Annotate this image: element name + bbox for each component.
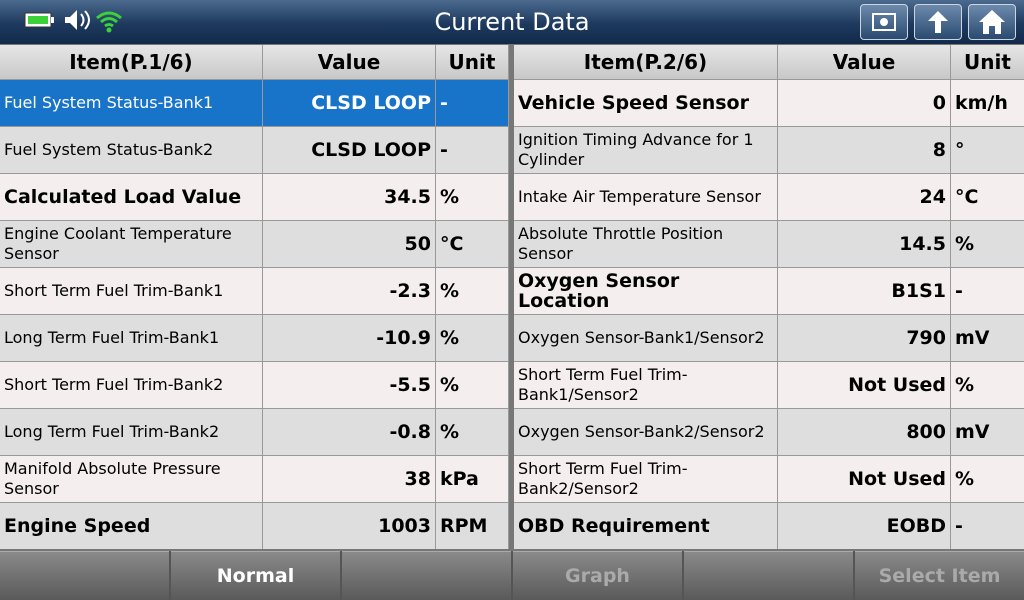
back-button[interactable] xyxy=(914,4,962,40)
value-cell[interactable]: 34.5 xyxy=(263,174,435,220)
unit-cell[interactable]: % xyxy=(436,268,508,314)
value-cell[interactable]: 800 xyxy=(778,409,950,455)
unit-cell[interactable]: ° xyxy=(951,127,1024,173)
column-header: Unit xyxy=(951,45,1024,79)
unit-cell[interactable]: % xyxy=(436,362,508,408)
value-cell[interactable]: 8 xyxy=(778,127,950,173)
item-cell[interactable]: Fuel System Status-Bank1 xyxy=(0,80,262,126)
value-cell[interactable]: 24 xyxy=(778,174,950,220)
item-cell[interactable]: Engine Coolant Temperature Sensor xyxy=(0,221,262,267)
item-cell[interactable]: Intake Air Temperature Sensor xyxy=(514,174,777,220)
wifi-dot xyxy=(106,27,112,33)
item-cell[interactable]: Oxygen Sensor Location xyxy=(514,268,777,314)
data-table: Item(P.1/6) Value Unit Fuel System Status-B… xyxy=(0,45,509,549)
column-header: Value xyxy=(778,45,950,79)
item-cell[interactable]: Long Term Fuel Trim-Bank2 xyxy=(0,409,262,455)
footer-button[interactable]: Select Item xyxy=(855,551,1024,600)
item-cell[interactable]: Long Term Fuel Trim-Bank1 xyxy=(0,315,262,361)
unit-cell[interactable]: % xyxy=(436,315,508,361)
footer-bar: Normal Graph Select Item xyxy=(0,551,1024,600)
value-cell[interactable]: 0 xyxy=(778,80,950,126)
value-cell[interactable]: CLSD LOOP xyxy=(263,127,435,173)
unit-cell[interactable]: % xyxy=(951,221,1024,267)
icon xyxy=(872,13,896,31)
item-cell[interactable]: Fuel System Status-Bank2 xyxy=(0,127,262,173)
speaker-waves xyxy=(80,10,90,30)
unit-cell[interactable]: % xyxy=(951,362,1024,408)
value-cell[interactable]: B1S1 xyxy=(778,268,950,314)
icon xyxy=(979,10,1005,34)
footer-button[interactable] xyxy=(684,551,853,600)
item-cell[interactable]: OBD Requirement xyxy=(514,503,777,549)
battery-level xyxy=(28,16,48,24)
unit-cell[interactable]: % xyxy=(436,174,508,220)
unit-cell[interactable]: RPM xyxy=(436,503,508,549)
item-cell[interactable]: Calculated Load Value xyxy=(0,174,262,220)
item-cell[interactable]: Ignition Timing Advance for 1 Cylinder xyxy=(514,127,777,173)
status-icons xyxy=(24,10,122,33)
unit-cell[interactable]: °C xyxy=(436,221,508,267)
wifi xyxy=(96,11,122,28)
unit-cell[interactable]: % xyxy=(951,456,1024,502)
value-cell[interactable]: CLSD LOOP xyxy=(263,80,435,126)
data-table: Item(P.2/6) Value Unit Vehicle Speed Sensor… xyxy=(514,45,1024,549)
value-cell[interactable]: 50 xyxy=(263,221,435,267)
value-cell[interactable]: 38 xyxy=(263,456,435,502)
unit-cell[interactable]: °C xyxy=(951,174,1024,220)
value-cell[interactable]: -0.8 xyxy=(263,409,435,455)
item-cell[interactable]: Short Term Fuel Trim-Bank2 xyxy=(0,362,262,408)
value-cell[interactable]: 14.5 xyxy=(778,221,950,267)
value-cell[interactable]: -10.9 xyxy=(263,315,435,361)
footer-button[interactable]: Graph xyxy=(513,551,682,600)
unit-cell[interactable]: mV xyxy=(951,315,1024,361)
title: Current Data xyxy=(434,8,590,36)
item-cell[interactable]: Short Term Fuel Trim-Bank1/Sensor2 xyxy=(514,362,777,408)
item-cell[interactable]: Absolute Throttle Position Sensor xyxy=(514,221,777,267)
footer-button[interactable] xyxy=(0,551,169,600)
value-cell[interactable]: -5.5 xyxy=(263,362,435,408)
item-cell[interactable]: Oxygen Sensor-Bank1/Sensor2 xyxy=(514,315,777,361)
unit-cell[interactable]: kPa xyxy=(436,456,508,502)
unit-cell[interactable]: - xyxy=(436,80,508,126)
column-header: Item(P.1/6) xyxy=(0,45,262,79)
unit-cell[interactable]: - xyxy=(951,268,1024,314)
home-button[interactable] xyxy=(968,4,1016,40)
unit-cell[interactable]: - xyxy=(951,503,1024,549)
speaker xyxy=(65,10,77,30)
value-cell[interactable]: -2.3 xyxy=(263,268,435,314)
column-header: Value xyxy=(263,45,435,79)
icon xyxy=(928,11,948,33)
value-cell[interactable]: EOBD xyxy=(778,503,950,549)
footer-button[interactable]: Normal xyxy=(171,551,340,600)
item-cell[interactable]: Manifold Absolute Pressure Sensor xyxy=(0,456,262,502)
screenshot-button[interactable] xyxy=(860,4,908,40)
item-cell[interactable]: Engine Speed xyxy=(0,503,262,549)
value-cell[interactable]: Not Used xyxy=(778,362,950,408)
column-header: Unit xyxy=(436,45,508,79)
item-cell[interactable]: Short Term Fuel Trim-Bank2/Sensor2 xyxy=(514,456,777,502)
unit-cell[interactable]: mV xyxy=(951,409,1024,455)
value-cell[interactable]: 790 xyxy=(778,315,950,361)
unit-cell[interactable]: % xyxy=(436,409,508,455)
item-cell[interactable]: Vehicle Speed Sensor xyxy=(514,80,777,126)
footer-button[interactable] xyxy=(342,551,511,600)
battery-tip xyxy=(51,17,54,23)
item-cell[interactable]: Oxygen Sensor-Bank2/Sensor2 xyxy=(514,409,777,455)
column-header: Item(P.2/6) xyxy=(514,45,777,79)
unit-cell[interactable]: - xyxy=(436,127,508,173)
item-cell[interactable]: Short Term Fuel Trim-Bank1 xyxy=(0,268,262,314)
header-bar: Current Data xyxy=(0,0,1024,44)
value-cell[interactable]: 1003 xyxy=(263,503,435,549)
value-cell[interactable]: Not Used xyxy=(778,456,950,502)
unit-cell[interactable]: km/h xyxy=(951,80,1024,126)
